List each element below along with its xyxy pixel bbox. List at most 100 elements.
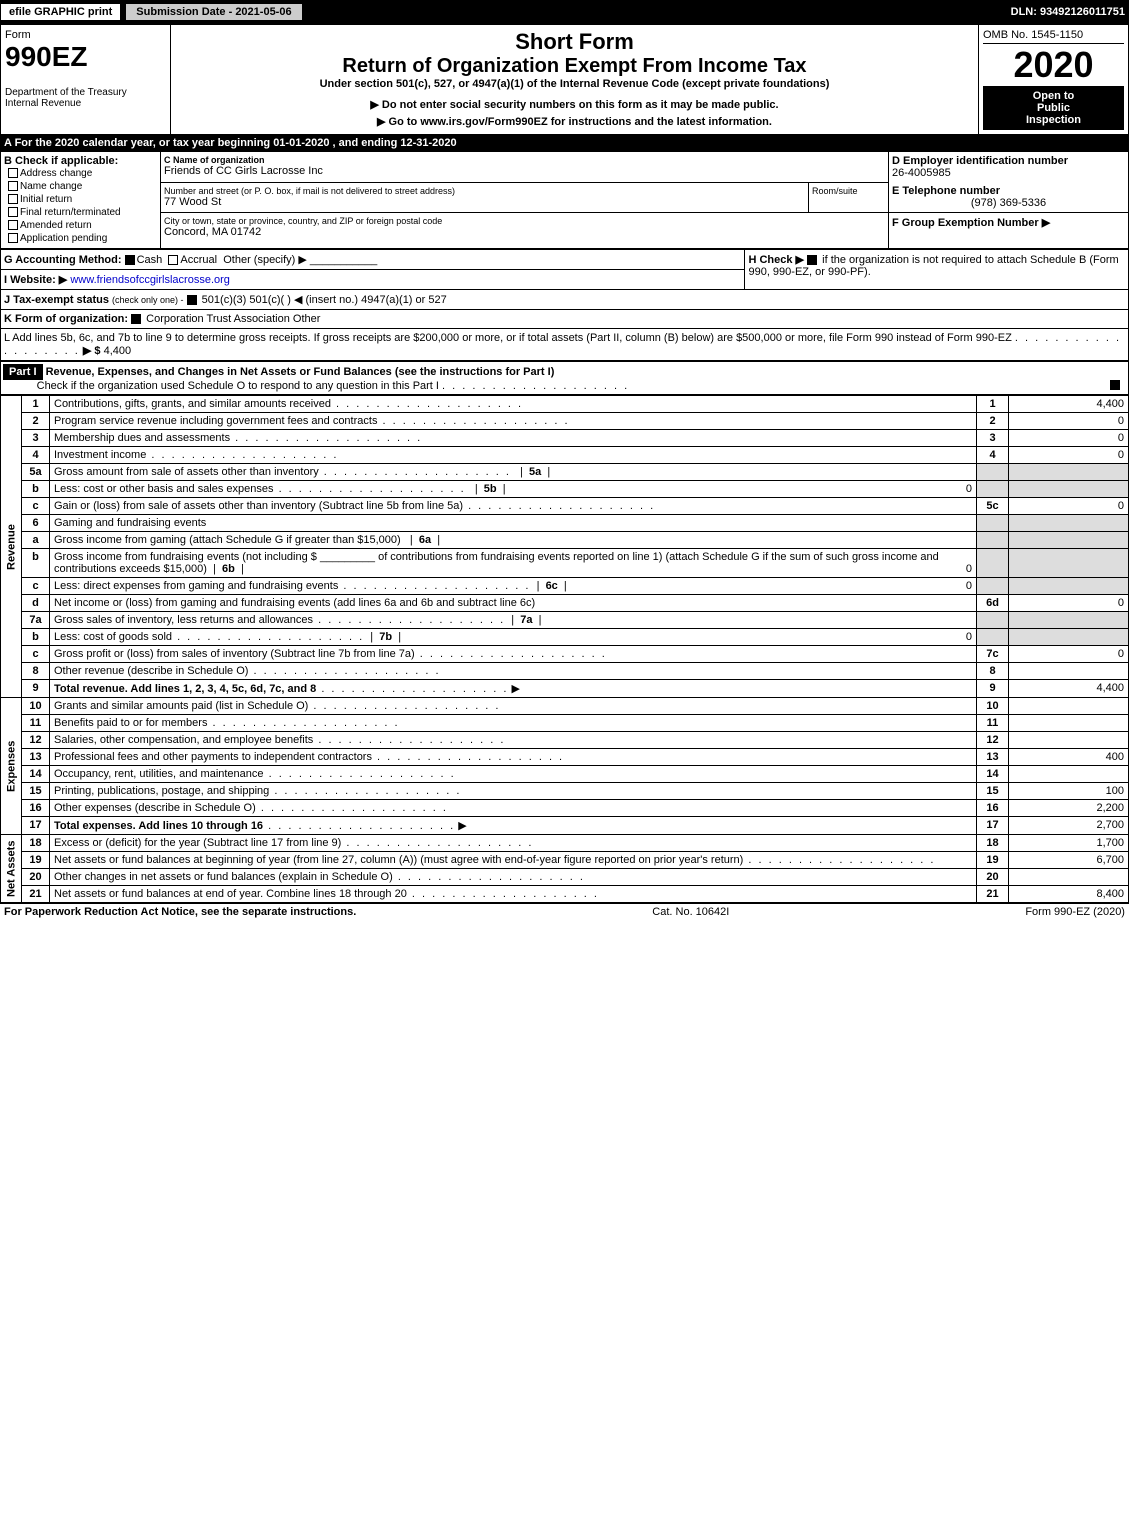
line-14-desc: Occupancy, rent, utilities, and maintena… (50, 766, 977, 783)
line-13-desc: Professional fees and other payments to … (50, 749, 977, 766)
line-20-desc: Other changes in net assets or fund bala… (50, 869, 977, 886)
line-6d-desc: Net income or (loss) from gaming and fun… (50, 595, 977, 612)
line-15-val: 100 (1009, 783, 1129, 800)
line-11-val (1009, 715, 1129, 732)
line-l-value: 4,400 (104, 345, 132, 357)
line-13-val: 400 (1009, 749, 1129, 766)
part1-check-text: Check if the organization used Schedule … (37, 380, 439, 392)
city-state-zip: Concord, MA 01742 (164, 226, 885, 238)
line-6b-desc: Gross income from fundraising events (no… (50, 549, 977, 578)
line-j-opts: 501(c)(3) 501(c)( ) ◀ (insert no.) 4947(… (202, 294, 447, 306)
check-h[interactable] (807, 255, 817, 265)
line-8-val (1009, 663, 1129, 680)
check-corporation[interactable] (131, 314, 141, 324)
line-4-val: 0 (1009, 447, 1129, 464)
room-suite-label: Room/suite (812, 186, 885, 196)
box-d-label: D Employer identification number (892, 155, 1125, 167)
check-accrual[interactable] (168, 255, 178, 265)
submission-date: Submission Date - 2021-05-06 (125, 3, 302, 21)
line-18-desc: Excess or (deficit) for the year (Subtra… (50, 835, 977, 852)
form-label: Form (5, 29, 166, 41)
line-k-label: K Form of organization: (4, 313, 128, 325)
footer-catalog: Cat. No. 10642I (652, 906, 729, 918)
tax-year: 2020 (983, 44, 1124, 86)
line-10-desc: Grants and similar amounts paid (list in… (50, 698, 977, 715)
goto-link[interactable]: ▶ Go to www.irs.gov/Form990EZ for instru… (175, 115, 974, 128)
box-c-name-label: C Name of organization (164, 155, 885, 165)
line-16-val: 2,200 (1009, 800, 1129, 817)
part1-title: Revenue, Expenses, and Changes in Net As… (46, 366, 555, 378)
check-final-return[interactable]: Final return/terminated (4, 206, 157, 219)
revenue-section-label: Revenue (1, 396, 22, 698)
check-501c3[interactable] (187, 295, 197, 305)
check-address-change[interactable]: Address change (4, 167, 157, 180)
line-h-label: H Check ▶ (748, 254, 804, 266)
ein-value: 26-4005985 (892, 167, 1125, 179)
line-k-opts: Corporation Trust Association Other (146, 313, 320, 325)
line-12-val (1009, 732, 1129, 749)
line-9-val: 4,400 (1009, 680, 1129, 698)
line-7a-desc: Gross sales of inventory, less returns a… (50, 612, 977, 629)
footer-form-ref: Form 990-EZ (2020) (1025, 906, 1125, 918)
check-schedule-o[interactable] (1110, 380, 1120, 390)
check-name-change[interactable]: Name change (4, 180, 157, 193)
line-l-text: L Add lines 5b, 6c, and 7b to line 9 to … (4, 332, 1012, 344)
line-5a-desc: Gross amount from sale of assets other t… (50, 464, 977, 481)
check-amended-return[interactable]: Amended return (4, 219, 157, 232)
line-5c-val: 0 (1009, 498, 1129, 515)
line-20-val (1009, 869, 1129, 886)
check-initial-return[interactable]: Initial return (4, 193, 157, 206)
phone-value: (978) 369-5336 (892, 197, 1125, 209)
line-2-val: 0 (1009, 413, 1129, 430)
line-5b-desc: Less: cost or other basis and sales expe… (50, 481, 977, 498)
open-inspection: Open to Public Inspection (983, 86, 1124, 130)
omb-number: OMB No. 1545-1150 (983, 29, 1124, 44)
line-6a-desc: Gross income from gaming (attach Schedul… (50, 532, 977, 549)
line-19-val: 6,700 (1009, 852, 1129, 869)
box-b-title: B Check if applicable: (4, 155, 157, 167)
box-e-label: E Telephone number (892, 185, 1125, 197)
line-7b-desc: Less: cost of goods sold | 7b | 0 (50, 629, 977, 646)
line-15-desc: Printing, publications, postage, and shi… (50, 783, 977, 800)
line-h-text: if the organization is not required to a… (748, 254, 1118, 278)
line-5c-desc: Gain or (loss) from sale of assets other… (50, 498, 977, 515)
form-header: Form 990EZ Department of the Treasury In… (0, 24, 1129, 135)
footer-left: For Paperwork Reduction Act Notice, see … (4, 906, 356, 918)
efile-print-button[interactable]: efile GRAPHIC print (0, 3, 121, 21)
box-c-city-label: City or town, state or province, country… (164, 216, 885, 226)
website-link[interactable]: www.friendsofccgirlslacrosse.org (70, 274, 230, 286)
line-10-val (1009, 698, 1129, 715)
line-1-desc: Contributions, gifts, grants, and simila… (50, 396, 977, 413)
netassets-section-label: Net Assets (1, 835, 22, 903)
dept-treasury: Department of the Treasury (5, 87, 166, 98)
irs-label: Internal Revenue (5, 98, 166, 109)
line-17-val: 2,700 (1009, 817, 1129, 835)
line-11-desc: Benefits paid to or for members (50, 715, 977, 732)
org-name: Friends of CC Girls Lacrosse Inc (164, 165, 885, 177)
line-j-label: J Tax-exempt status (4, 294, 109, 306)
check-application-pending[interactable]: Application pending (4, 232, 157, 245)
line-i-label: I Website: ▶ (4, 274, 67, 286)
part1-label: Part I (3, 364, 43, 380)
page-footer: For Paperwork Reduction Act Notice, see … (0, 903, 1129, 920)
top-bar: efile GRAPHIC print Submission Date - 20… (0, 0, 1129, 24)
main-title: Return of Organization Exempt From Incom… (175, 55, 974, 78)
line-14-val (1009, 766, 1129, 783)
line-21-val: 8,400 (1009, 886, 1129, 903)
line-21-desc: Net assets or fund balances at end of ye… (50, 886, 977, 903)
box-c-addr-label: Number and street (or P. O. box, if mail… (164, 186, 805, 196)
lines-ghijkl: G Accounting Method: Cash Accrual Other … (0, 249, 1129, 361)
subtitle: Under section 501(c), 527, or 4947(a)(1)… (175, 78, 974, 90)
line-16-desc: Other expenses (describe in Schedule O) (50, 800, 977, 817)
line-3-desc: Membership dues and assessments (50, 430, 977, 447)
check-cash[interactable] (125, 255, 135, 265)
section-a-period: A For the 2020 calendar year, or tax yea… (0, 135, 1129, 151)
info-boxes: B Check if applicable: Address change Na… (0, 151, 1129, 249)
line-7c-desc: Gross profit or (loss) from sales of inv… (50, 646, 977, 663)
line-19-desc: Net assets or fund balances at beginning… (50, 852, 977, 869)
form-number: 990EZ (5, 41, 166, 73)
street-address: 77 Wood St (164, 196, 805, 208)
line-6-desc: Gaming and fundraising events (50, 515, 977, 532)
warning-ssn: ▶ Do not enter social security numbers o… (175, 98, 974, 111)
line-4-desc: Investment income (50, 447, 977, 464)
